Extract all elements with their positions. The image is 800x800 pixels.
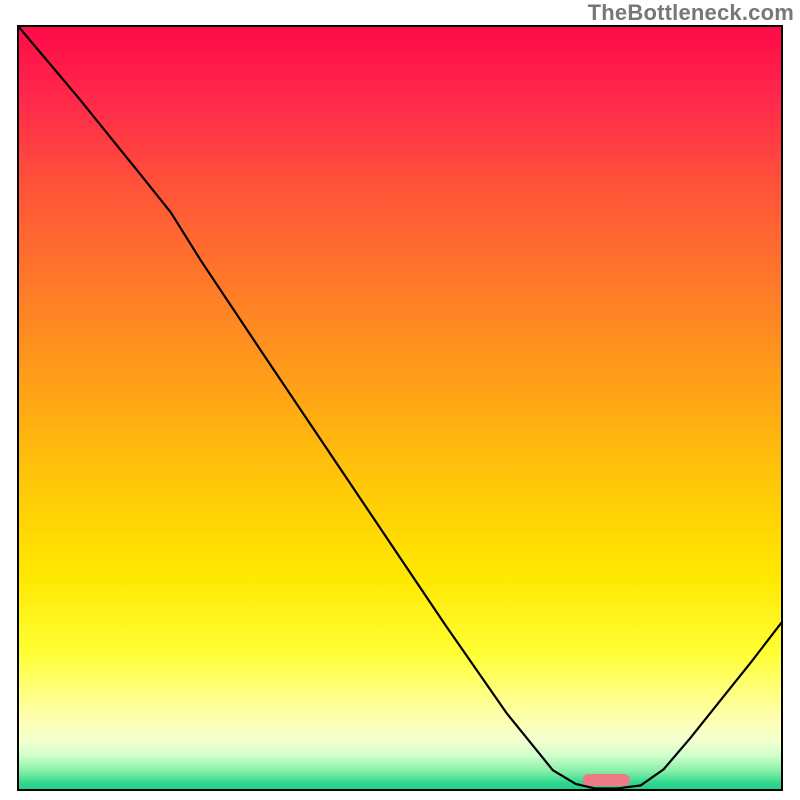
watermark-text: TheBottleneck.com xyxy=(588,0,794,26)
chart-background xyxy=(18,26,782,790)
bottleneck-chart: TheBottleneck.com xyxy=(0,0,800,800)
optimal-range-marker xyxy=(583,774,630,786)
chart-svg xyxy=(0,0,800,800)
